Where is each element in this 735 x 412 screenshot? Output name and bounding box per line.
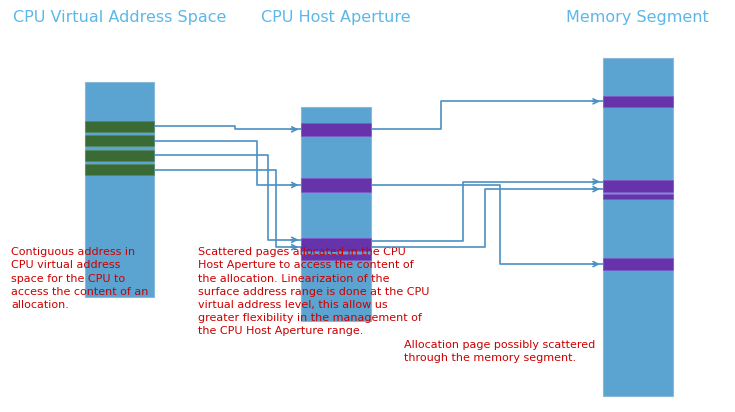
Text: Memory Segment: Memory Segment (566, 10, 709, 25)
Bar (301, 178, 371, 192)
Bar (603, 58, 673, 396)
Bar (85, 121, 154, 132)
Bar (603, 180, 673, 192)
Bar (85, 150, 154, 161)
Bar (603, 96, 673, 107)
Bar (301, 107, 371, 321)
Bar (301, 254, 371, 260)
Text: Contiguous address in
CPU virtual address
space for the CPU to
access the conten: Contiguous address in CPU virtual addres… (11, 247, 148, 310)
Bar (301, 123, 371, 136)
Bar (85, 82, 154, 297)
Text: Scattered pages allocated in the CPU
Host Aperture to access the content of
the : Scattered pages allocated in the CPU Hos… (198, 247, 430, 337)
Text: CPU Virtual Address Space: CPU Virtual Address Space (12, 10, 226, 25)
Bar (85, 135, 154, 146)
Bar (301, 238, 371, 251)
Bar (603, 258, 673, 270)
Bar (85, 164, 154, 175)
Bar (603, 194, 673, 199)
Text: CPU Host Aperture: CPU Host Aperture (262, 10, 411, 25)
Text: Allocation page possibly scattered
through the memory segment.: Allocation page possibly scattered throu… (404, 340, 595, 363)
